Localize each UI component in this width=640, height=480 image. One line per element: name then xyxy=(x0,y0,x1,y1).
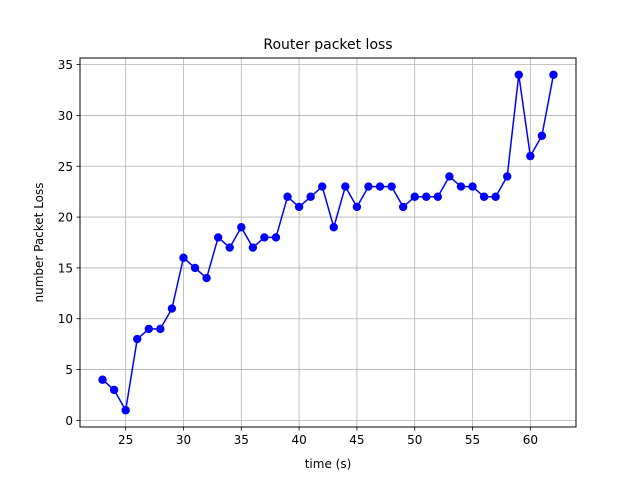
y-tick-label: 20 xyxy=(58,211,73,225)
y-axis-label: number Packet Loss xyxy=(32,182,46,302)
x-tick-label: 25 xyxy=(118,433,133,447)
data-point xyxy=(514,70,523,79)
data-point xyxy=(491,192,500,201)
data-point xyxy=(213,233,223,242)
data-point xyxy=(537,131,547,140)
data-point xyxy=(398,202,408,212)
grid-lines xyxy=(80,58,576,427)
plot-frame xyxy=(79,57,577,428)
data-point xyxy=(445,172,454,181)
y-tick-label: 30 xyxy=(58,109,73,123)
data-point xyxy=(237,223,246,232)
x-tick-label: 35 xyxy=(234,433,249,447)
data-point xyxy=(526,151,535,161)
x-tick-label: 45 xyxy=(349,433,364,447)
data-point xyxy=(468,182,477,191)
data-point xyxy=(306,192,315,201)
data-point xyxy=(190,263,200,273)
data-point xyxy=(260,233,269,242)
y-tick-label: 15 xyxy=(58,261,73,275)
chart-title: Router packet loss xyxy=(263,37,392,53)
data-point xyxy=(503,172,512,181)
data-point xyxy=(109,385,119,395)
data-point xyxy=(133,334,142,344)
data-point xyxy=(121,406,130,415)
series-layer xyxy=(98,70,558,415)
x-tick-label: 60 xyxy=(523,433,538,447)
series-line xyxy=(102,74,555,411)
data-point xyxy=(364,182,373,191)
data-point xyxy=(410,192,419,201)
x-tick-label: 30 xyxy=(176,433,191,447)
data-point xyxy=(225,243,234,252)
data-point xyxy=(248,243,258,252)
y-tick-label: 25 xyxy=(58,160,73,174)
x-tick-label: 55 xyxy=(465,433,480,447)
y-tick-label: 35 xyxy=(58,58,73,72)
x-tick-label: 50 xyxy=(407,433,422,447)
y-tick-label: 5 xyxy=(65,363,73,377)
data-point xyxy=(294,202,304,212)
data-point xyxy=(318,182,327,191)
x-axis-ticks: 25 30 35 40 45 50 55 60 xyxy=(118,427,538,447)
data-point xyxy=(456,182,466,191)
data-point xyxy=(98,375,107,384)
data-point xyxy=(352,202,362,212)
data-point xyxy=(179,253,188,262)
data-point xyxy=(549,70,558,79)
data-point xyxy=(202,273,211,283)
data-point xyxy=(156,324,165,334)
data-point xyxy=(422,192,431,201)
data-point xyxy=(329,223,338,232)
data-point xyxy=(283,192,292,201)
data-point xyxy=(341,182,350,191)
y-tick-label: 10 xyxy=(58,312,73,326)
data-point xyxy=(433,192,443,201)
data-point xyxy=(167,304,177,313)
y-axis-ticks: 0 5 10 15 20 25 30 35 xyxy=(58,58,80,428)
data-point xyxy=(479,192,489,201)
x-tick-label: 40 xyxy=(291,433,306,447)
data-point xyxy=(271,233,281,242)
data-point xyxy=(375,182,385,191)
data-point xyxy=(144,324,153,334)
x-axis-label: time (s) xyxy=(305,457,352,471)
y-tick-label: 0 xyxy=(65,414,73,428)
data-point xyxy=(387,182,396,191)
